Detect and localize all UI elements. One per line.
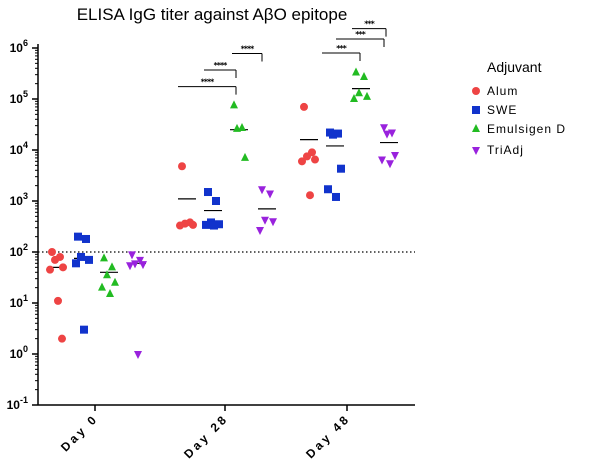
data-point: [241, 152, 249, 161]
y-tick-label: 101: [10, 293, 28, 310]
x-tick-label: Day 0: [58, 411, 101, 454]
data-point: [383, 130, 391, 139]
legend-label: SWE: [487, 103, 517, 117]
y-tick-label: 106: [10, 38, 28, 55]
data-point: [355, 88, 363, 97]
data-point: [82, 234, 90, 243]
data-point: [58, 334, 66, 343]
data-point: [303, 152, 311, 161]
legend-label: Alum: [487, 84, 518, 98]
data-point: [306, 191, 314, 200]
x-tick-label: Day 48: [303, 411, 353, 461]
data-point: [378, 156, 386, 165]
data-point: [337, 164, 345, 173]
data-point: [269, 218, 277, 227]
data-point: [258, 186, 266, 195]
significance-label: ****: [214, 61, 229, 70]
data-point: [329, 130, 337, 139]
data-point: [106, 289, 114, 298]
data-point: [352, 67, 360, 76]
data-points: [46, 67, 399, 359]
significance-label: ***: [355, 30, 366, 39]
y-tick-label: 104: [10, 140, 28, 157]
data-point: [48, 248, 56, 256]
significance-label: ****: [201, 78, 216, 87]
significance-brackets: ************ *********: [178, 20, 387, 95]
data-point: [80, 325, 88, 334]
y-axis: 106 105 104 103 102 101 100 10-1: [7, 38, 39, 412]
x-axis: Day 0 Day 28 Day 48: [38, 404, 415, 461]
data-point: [350, 94, 358, 102]
mean-bars: [48, 87, 398, 273]
significance-label: ***: [336, 44, 347, 53]
data-point: [108, 262, 116, 271]
legend-title: Adjuvant: [487, 59, 542, 75]
data-point: [77, 252, 85, 261]
data-point: [261, 216, 269, 225]
data-point: [334, 129, 342, 138]
data-point: [230, 100, 238, 109]
data-point: [136, 256, 144, 265]
data-point: [85, 255, 93, 264]
data-point: [126, 262, 134, 271]
data-point: [256, 227, 264, 236]
data-point: [128, 251, 136, 260]
legend-marker: [472, 87, 480, 95]
data-point: [139, 261, 147, 270]
y-tick-label: 103: [10, 191, 28, 208]
data-point: [360, 72, 368, 81]
data-point: [111, 277, 119, 286]
data-point: [238, 123, 246, 132]
y-tick-label: 100: [10, 344, 28, 361]
legend-label: Emulsigen D: [487, 122, 566, 136]
data-point: [189, 220, 197, 229]
data-point: [202, 220, 210, 229]
data-point: [204, 188, 212, 197]
data-point: [98, 282, 106, 291]
data-point: [363, 91, 371, 100]
significance-label: ***: [364, 20, 375, 29]
data-point: [210, 221, 218, 230]
significance-label: ****: [241, 45, 256, 54]
data-point: [212, 197, 220, 205]
data-point: [100, 253, 108, 262]
data-point: [324, 185, 332, 194]
data-point: [134, 351, 142, 359]
data-point: [386, 160, 394, 169]
y-tick-label: 10-1: [7, 395, 28, 412]
data-point: [59, 263, 67, 272]
y-tick-label: 105: [10, 89, 28, 106]
data-point: [266, 190, 274, 199]
data-point: [233, 123, 241, 132]
data-point: [300, 102, 308, 111]
data-point: [51, 255, 59, 264]
data-point: [391, 151, 399, 160]
data-point: [72, 259, 80, 268]
chart-title: ELISA IgG titer against AβO epitope: [77, 5, 348, 24]
legend-marker: [472, 124, 480, 132]
legend: Adjuvant Alum SWE Emulsigen D TriAdj: [472, 59, 566, 157]
legend-marker: [472, 147, 480, 155]
data-point: [332, 192, 340, 201]
data-point: [176, 221, 184, 230]
y-tick-label: 102: [10, 242, 28, 259]
data-point: [298, 157, 306, 166]
data-point: [46, 265, 54, 274]
data-point: [380, 124, 388, 133]
data-point: [74, 232, 82, 241]
data-point: [54, 296, 62, 305]
data-point: [103, 270, 111, 279]
legend-marker: [472, 106, 480, 114]
x-tick-label: Day 28: [181, 411, 231, 461]
data-point: [311, 155, 319, 164]
data-point: [178, 162, 186, 171]
legend-label: TriAdj: [487, 143, 524, 157]
data-point: [215, 220, 223, 229]
